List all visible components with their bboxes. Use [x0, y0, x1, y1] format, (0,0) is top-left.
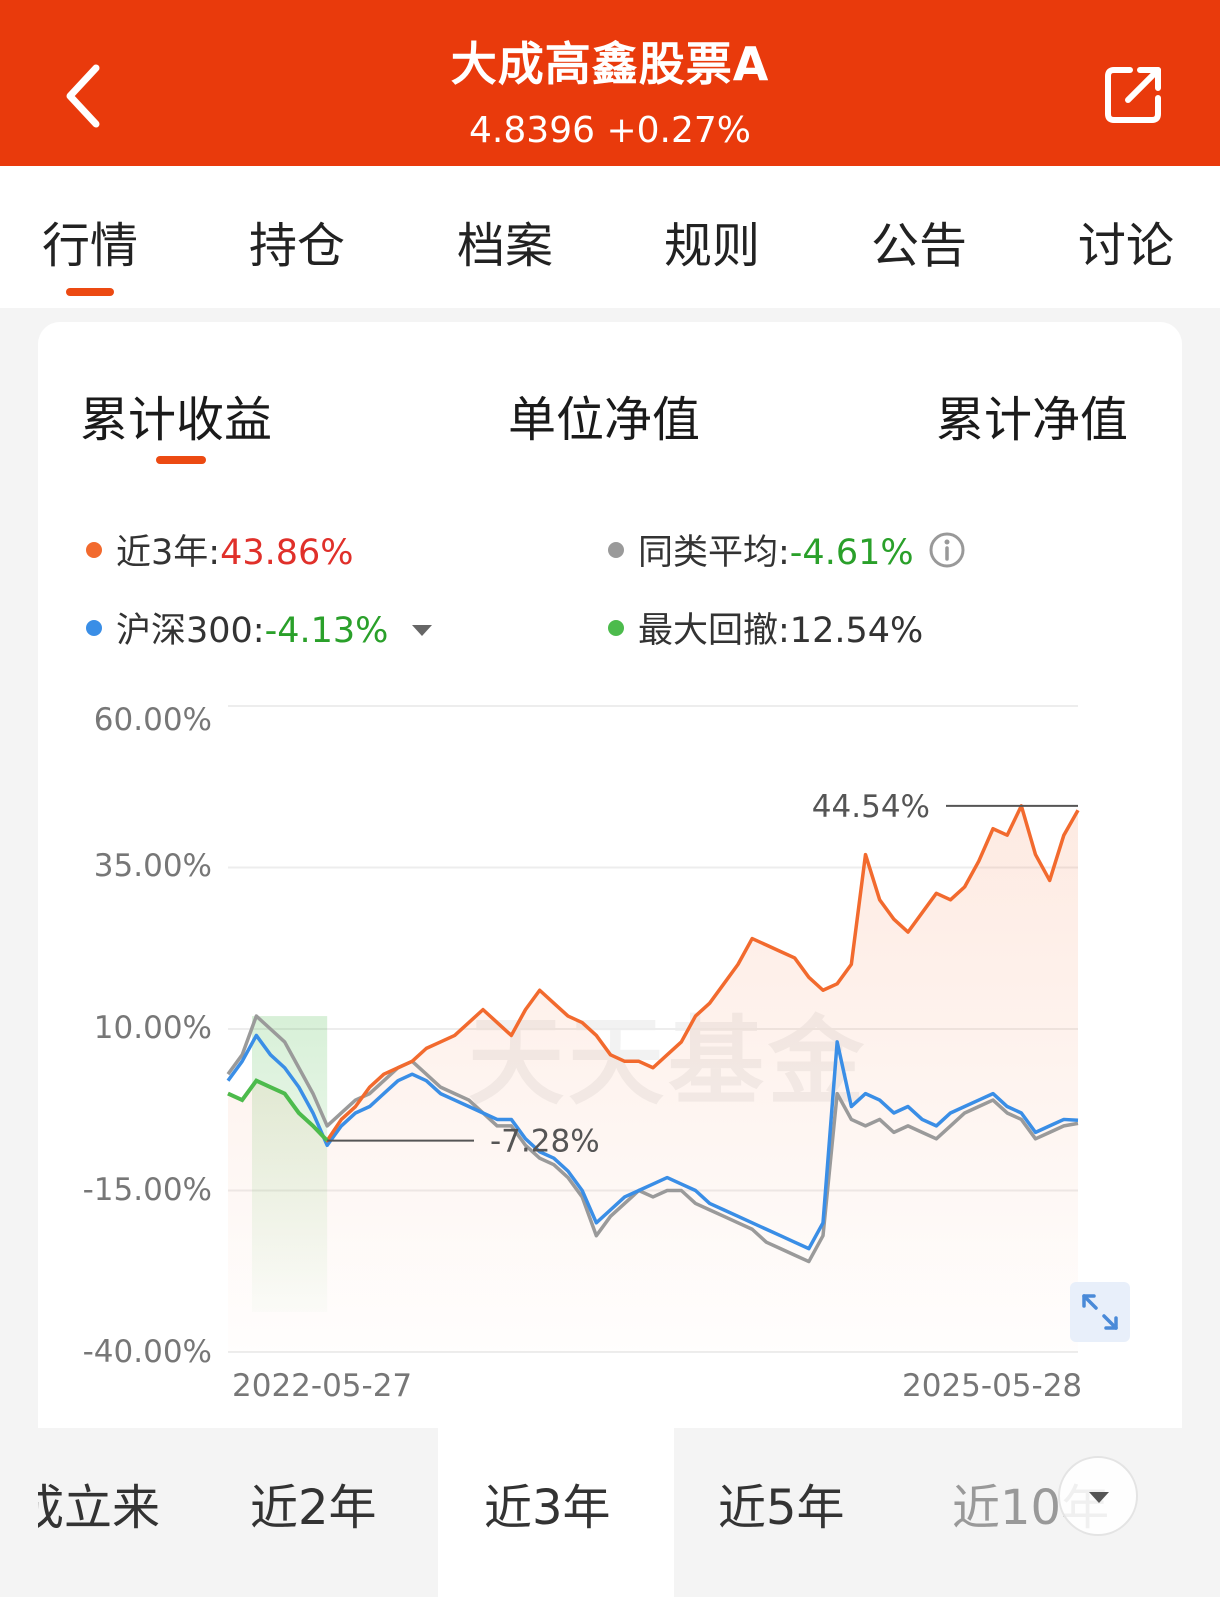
legend-drawdown-label: 最大回撤: — [638, 611, 790, 651]
tab-rules[interactable]: 规则 — [663, 218, 760, 274]
share-icon[interactable] — [1102, 62, 1166, 126]
subtab-cumulative-nav[interactable]: 累计净值 — [936, 392, 1129, 448]
y-tick-label: 10.00% — [93, 1010, 212, 1046]
peer-line — [226, 1014, 1079, 1264]
y-tick-label: -40.00% — [82, 1334, 212, 1370]
x-start-label: 2022-05-27 — [232, 1368, 413, 1404]
period-selector: 成立来 近2年 近3年 近5年 近10年 — [38, 1428, 1182, 1597]
drawdown-dot — [608, 620, 624, 636]
period-since-inception[interactable]: 成立来 — [38, 1480, 161, 1536]
subtab-active-indicator — [156, 456, 206, 464]
info-icon[interactable] — [928, 531, 966, 569]
more-periods-button[interactable] — [1058, 1456, 1138, 1536]
fund-line — [227, 804, 1080, 1143]
y-tick-label: 60.00% — [93, 702, 212, 738]
fund-nav-change: 4.8396 +0.27% — [469, 110, 751, 151]
main-tabs: 行情 持仓 档案 规则 公告 讨论 — [0, 166, 1220, 308]
tab-discussion[interactable]: 讨论 — [1077, 218, 1174, 274]
subtab-cumulative-return[interactable]: 累计收益 — [80, 392, 273, 448]
min-annotation-label: -7.28% — [490, 1124, 600, 1160]
period-5y[interactable]: 近5年 — [718, 1480, 845, 1536]
x-end-label: 2025-05-28 — [902, 1368, 1083, 1404]
max-annotation-label: 44.54% — [812, 789, 930, 825]
caret-down-icon[interactable] — [412, 624, 433, 636]
y-tick-label: -15.00% — [82, 1172, 212, 1208]
legend-drawdown-value: 12.54% — [789, 611, 924, 651]
tab-market[interactable]: 行情 — [15, 206, 165, 296]
legend-peer: 同类平均:-4.61% — [608, 524, 966, 575]
drawdown-line — [227, 1078, 329, 1143]
y-tick-label: 35.00% — [93, 848, 212, 884]
app-header: 大成高鑫股票A 4.8396 +0.27% — [0, 0, 1220, 166]
peer-dot — [608, 542, 624, 558]
legend-peer-label: 同类平均: — [638, 533, 790, 573]
fund-title: 大成高鑫股票A — [450, 37, 770, 91]
return-chart[interactable]: 44.54% -7.28% — [38, 322, 1182, 1428]
tab-profile[interactable]: 档案 — [456, 218, 553, 274]
fund-dot — [86, 542, 102, 558]
legend-fund-label: 近3年: — [116, 533, 221, 573]
index-line — [226, 1033, 1079, 1251]
period-3y[interactable]: 近3年 — [484, 1480, 611, 1536]
legend-drawdown: 最大回撤:12.54% — [608, 602, 923, 653]
index-dot — [86, 620, 102, 636]
legend-fund-value: 43.86% — [220, 533, 354, 573]
period-active-highlight — [438, 1428, 674, 1597]
expand-icon[interactable] — [1070, 1282, 1130, 1342]
subtab-unit-nav[interactable]: 单位净值 — [508, 392, 701, 448]
back-arrow-icon[interactable] — [56, 58, 116, 134]
legend-index-value: -4.13% — [264, 611, 389, 651]
chart-card: 累计收益 单位净值 累计净值 近3年:43.86% 同类平均:-4.61% 沪深… — [38, 322, 1182, 1597]
fund-area — [228, 805, 1078, 1352]
tab-announcements[interactable]: 公告 — [870, 218, 967, 274]
period-2y[interactable]: 近2年 — [250, 1480, 377, 1536]
legend-index[interactable]: 沪深300:-4.13% — [86, 602, 433, 653]
legend-index-label: 沪深300: — [116, 611, 265, 651]
tab-holdings[interactable]: 持仓 — [248, 218, 345, 274]
legend-fund: 近3年:43.86% — [86, 524, 354, 575]
legend-peer-value: -4.61% — [789, 533, 914, 573]
